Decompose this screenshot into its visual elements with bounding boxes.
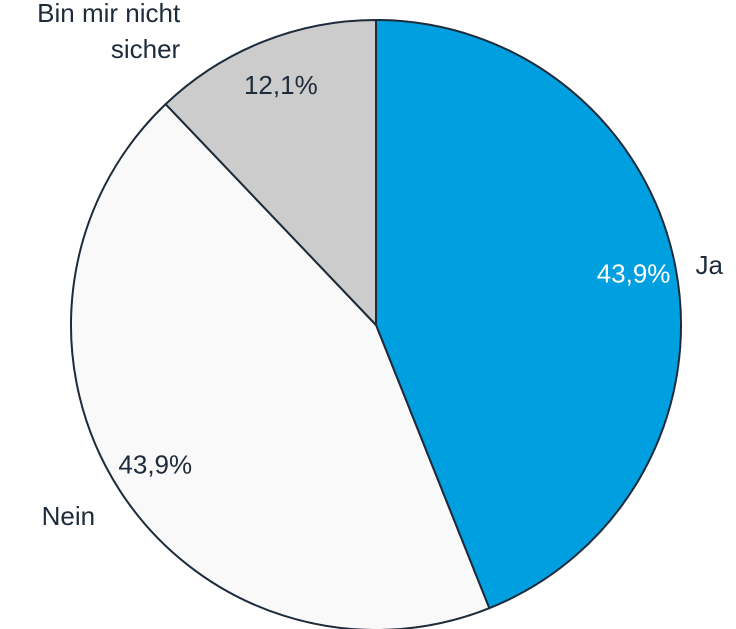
category-label: Nein — [41, 501, 96, 532]
pie-slice — [375, 19, 683, 610]
value-label: 43,9% — [118, 450, 192, 480]
category-label: Bin mir nicht sicher — [37, 0, 181, 64]
value-label: 12,1% — [244, 70, 318, 100]
value-label: 43,9% — [597, 258, 671, 288]
pie-slice — [164, 19, 377, 326]
pie-slice — [69, 103, 491, 629]
category-label: Ja — [695, 250, 723, 280]
